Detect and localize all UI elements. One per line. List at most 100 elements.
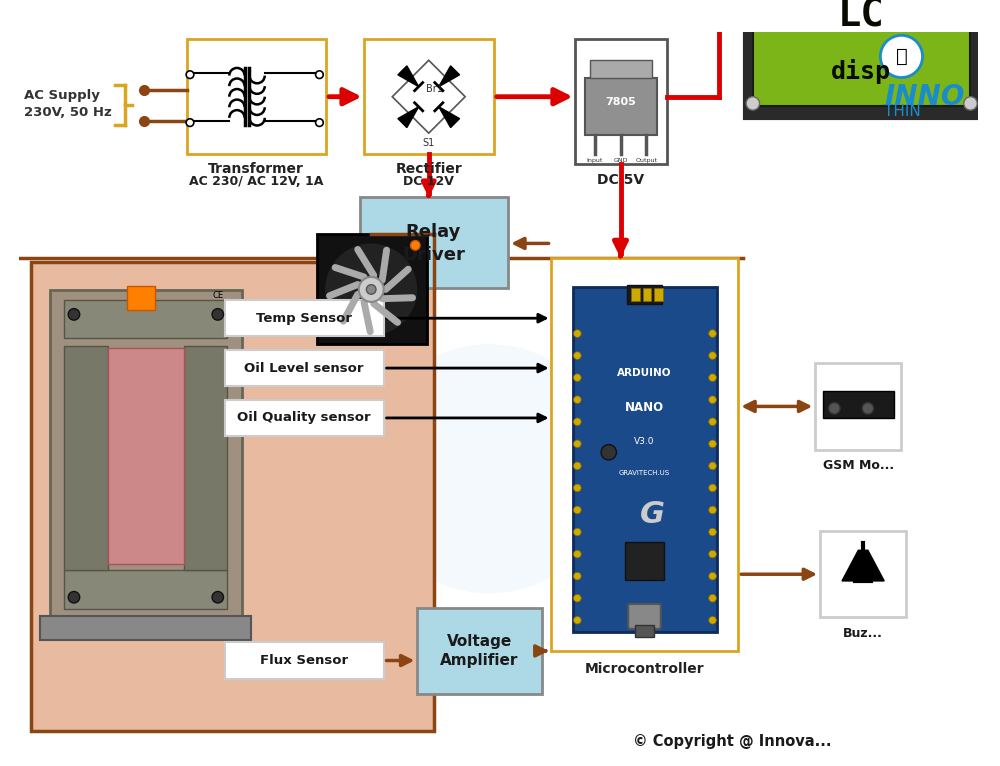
FancyBboxPatch shape bbox=[628, 604, 661, 629]
Text: NANO: NANO bbox=[625, 401, 664, 414]
Polygon shape bbox=[398, 106, 419, 128]
Bar bbox=[823, 391, 894, 418]
Bar bbox=[50, 290, 242, 617]
Text: 💡: 💡 bbox=[896, 47, 907, 66]
Text: ARDUINO: ARDUINO bbox=[617, 368, 672, 378]
Text: DC 12V: DC 12V bbox=[403, 175, 454, 188]
Bar bbox=[643, 287, 651, 301]
Polygon shape bbox=[439, 106, 460, 128]
Text: Microcontroller: Microcontroller bbox=[585, 663, 704, 676]
Circle shape bbox=[574, 374, 581, 381]
Text: S1: S1 bbox=[423, 139, 435, 149]
Circle shape bbox=[709, 374, 716, 381]
Bar bbox=[64, 346, 108, 571]
Bar bbox=[127, 286, 155, 309]
Bar bbox=[551, 258, 738, 651]
Bar bbox=[585, 77, 657, 135]
Polygon shape bbox=[398, 66, 419, 87]
Circle shape bbox=[574, 617, 581, 624]
Circle shape bbox=[316, 119, 323, 126]
Circle shape bbox=[574, 550, 581, 558]
Circle shape bbox=[574, 418, 581, 426]
Circle shape bbox=[709, 550, 716, 558]
Circle shape bbox=[829, 403, 840, 414]
Circle shape bbox=[574, 484, 581, 492]
Circle shape bbox=[709, 484, 716, 492]
Bar bbox=[820, 531, 906, 617]
Circle shape bbox=[68, 309, 80, 320]
Circle shape bbox=[186, 70, 194, 78]
Bar bbox=[417, 607, 542, 694]
Circle shape bbox=[746, 97, 760, 110]
Bar bbox=[187, 39, 326, 154]
Circle shape bbox=[709, 418, 716, 426]
Text: DC 5V: DC 5V bbox=[597, 173, 644, 188]
Text: GND: GND bbox=[613, 158, 628, 163]
Circle shape bbox=[709, 396, 716, 404]
Circle shape bbox=[574, 440, 581, 447]
Circle shape bbox=[574, 329, 581, 337]
Circle shape bbox=[366, 285, 376, 294]
Circle shape bbox=[574, 462, 581, 470]
Text: 7805: 7805 bbox=[605, 97, 636, 106]
Circle shape bbox=[709, 462, 716, 470]
Bar bbox=[627, 285, 662, 304]
Circle shape bbox=[324, 243, 418, 336]
Bar bbox=[625, 542, 664, 580]
Circle shape bbox=[574, 506, 581, 514]
Bar bbox=[590, 61, 652, 77]
Circle shape bbox=[862, 403, 874, 414]
Circle shape bbox=[880, 35, 923, 77]
Bar bbox=[573, 286, 717, 632]
Bar bbox=[64, 300, 227, 339]
Circle shape bbox=[709, 594, 716, 602]
Circle shape bbox=[186, 119, 194, 126]
Circle shape bbox=[359, 277, 384, 302]
Text: Driver: Driver bbox=[402, 246, 465, 264]
Circle shape bbox=[212, 309, 224, 320]
Circle shape bbox=[709, 617, 716, 624]
Text: disp: disp bbox=[831, 59, 891, 84]
Text: AC 230/ AC 12V, 1A: AC 230/ AC 12V, 1A bbox=[189, 175, 323, 188]
Text: Buz...: Buz... bbox=[843, 627, 883, 640]
Bar bbox=[225, 350, 384, 386]
Text: LC: LC bbox=[838, 0, 885, 35]
Text: Temp Sensor: Temp Sensor bbox=[256, 312, 352, 325]
Bar bbox=[815, 363, 901, 450]
Text: Output: Output bbox=[635, 158, 657, 163]
Circle shape bbox=[709, 529, 716, 536]
Circle shape bbox=[709, 506, 716, 514]
Circle shape bbox=[574, 529, 581, 536]
Text: Oil Level sensor: Oil Level sensor bbox=[244, 362, 364, 375]
Text: CE: CE bbox=[213, 291, 224, 300]
Circle shape bbox=[574, 396, 581, 404]
Text: Br1: Br1 bbox=[426, 84, 443, 94]
Text: GSM Mo...: GSM Mo... bbox=[823, 459, 894, 472]
Circle shape bbox=[316, 70, 323, 78]
Text: GRAVITECH.US: GRAVITECH.US bbox=[619, 470, 670, 476]
Circle shape bbox=[364, 344, 614, 594]
Bar bbox=[654, 287, 663, 301]
Text: Flux Sensor: Flux Sensor bbox=[260, 654, 348, 667]
Circle shape bbox=[709, 440, 716, 447]
Text: Relay: Relay bbox=[406, 223, 461, 241]
Bar bbox=[225, 400, 384, 436]
Circle shape bbox=[574, 572, 581, 580]
Bar bbox=[184, 346, 227, 571]
Text: THIN: THIN bbox=[884, 104, 921, 119]
Text: V3.0: V3.0 bbox=[634, 437, 655, 447]
Bar bbox=[575, 39, 667, 164]
Text: Amplifier: Amplifier bbox=[440, 653, 519, 668]
Bar bbox=[745, 0, 978, 118]
Text: Input: Input bbox=[586, 158, 603, 163]
Circle shape bbox=[574, 352, 581, 359]
Bar bbox=[360, 198, 508, 289]
Circle shape bbox=[709, 352, 716, 359]
Text: Voltage: Voltage bbox=[447, 633, 512, 649]
Bar bbox=[64, 571, 227, 609]
Text: © Copyright @ Innova...: © Copyright @ Innova... bbox=[633, 734, 831, 748]
Text: Transformer: Transformer bbox=[208, 162, 304, 176]
Bar bbox=[40, 617, 251, 640]
Bar bbox=[31, 262, 434, 732]
Bar bbox=[631, 287, 640, 301]
